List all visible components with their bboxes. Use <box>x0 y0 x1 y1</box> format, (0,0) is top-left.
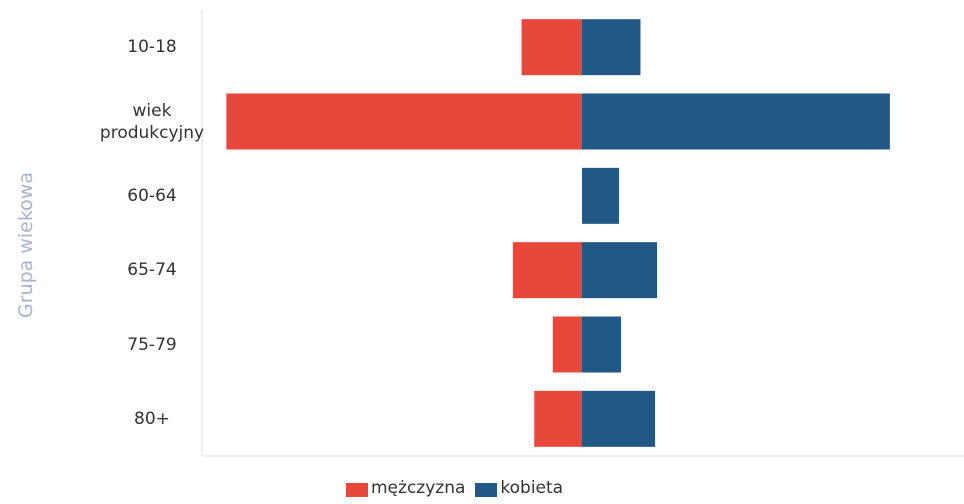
y-tick-label: 65-74 <box>127 260 177 281</box>
y-tick-label: 10-18 <box>127 37 177 58</box>
bar <box>582 167 620 224</box>
bar <box>512 242 582 299</box>
legend-item: mężczyzna <box>346 478 465 498</box>
y-axis-title: Grupa wiekowa <box>15 172 37 318</box>
legend-label: mężczyzna <box>371 478 466 498</box>
bar <box>582 390 656 447</box>
bar <box>582 19 641 76</box>
bar <box>552 316 582 373</box>
legend-swatch <box>475 483 498 497</box>
bar <box>582 316 621 373</box>
y-tick-label: 60-64 <box>127 185 177 206</box>
bar <box>534 390 582 447</box>
legend-item: kobieta <box>475 478 563 498</box>
bar <box>582 242 658 299</box>
bar <box>226 93 582 150</box>
bar <box>521 19 582 76</box>
legend: mężczyzna kobieta <box>346 478 573 498</box>
y-tick-label: 75-79 <box>127 334 177 355</box>
y-tick-label: 80+ <box>134 408 170 429</box>
legend-swatch <box>346 483 368 497</box>
y-tick-label: wiek produkcyjny <box>99 100 205 143</box>
legend-label: kobieta <box>500 478 564 498</box>
bar <box>582 93 890 150</box>
